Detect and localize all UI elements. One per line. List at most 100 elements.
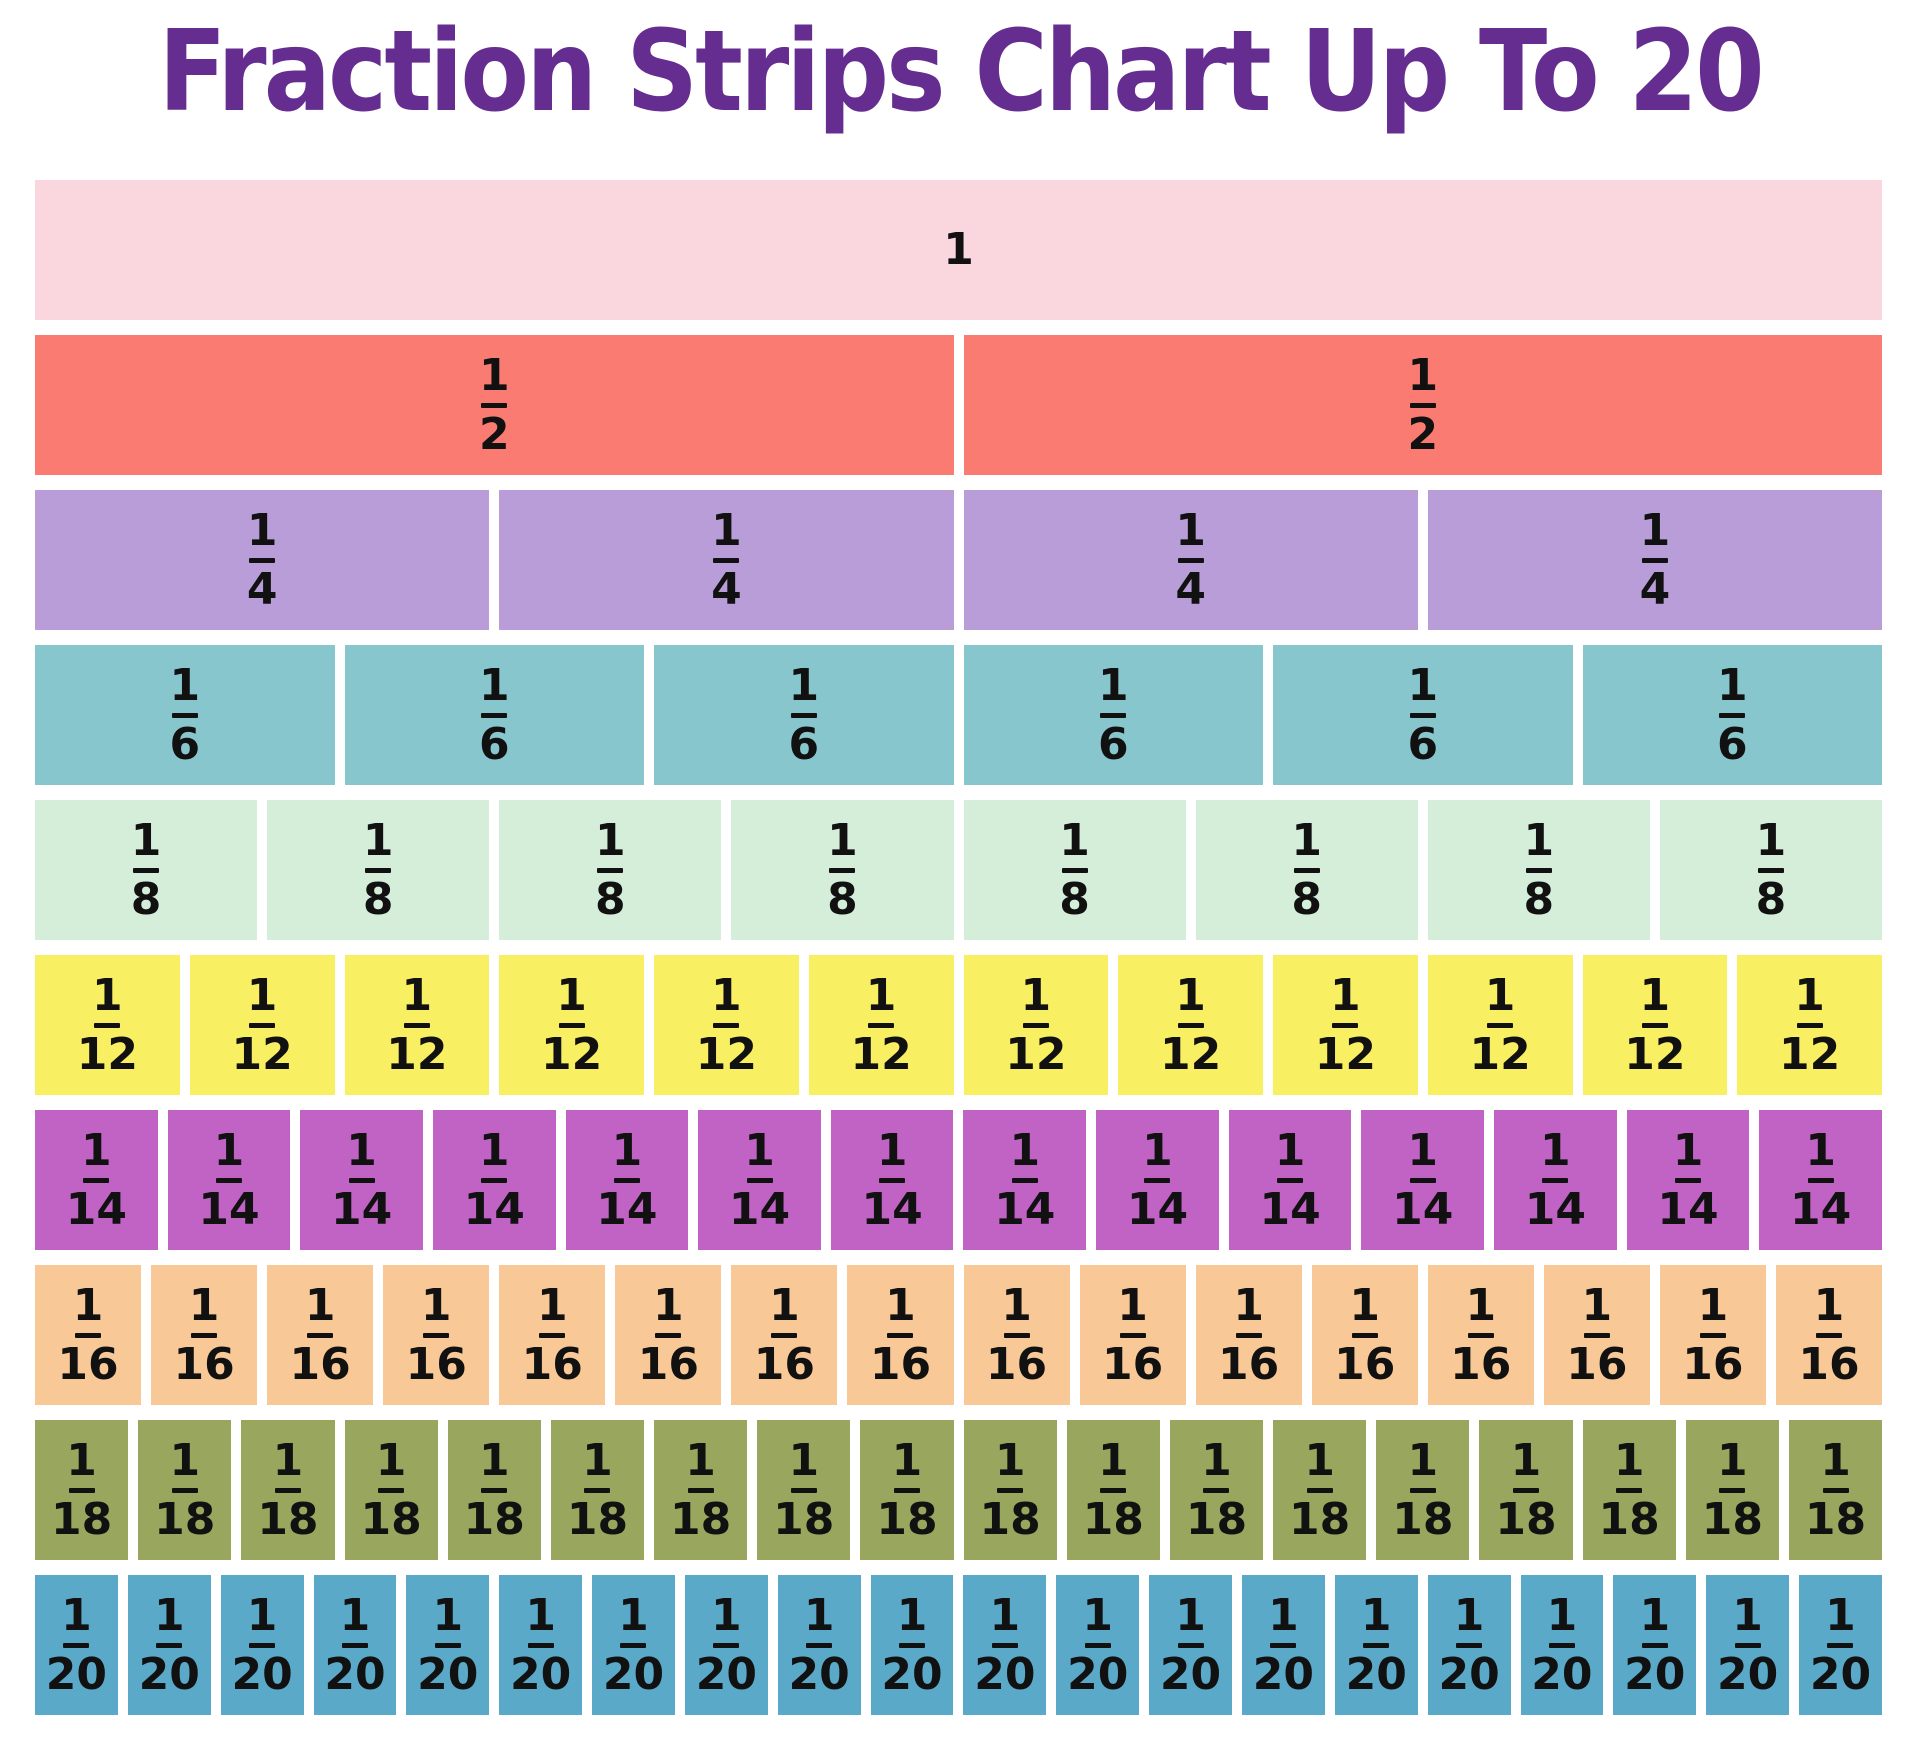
fraction-bar [171,712,198,718]
fraction-label: 1 20 [974,1589,1035,1697]
fraction-denominator: 18 [566,1493,629,1545]
strip-row-whole: 1 [35,180,1882,320]
fraction-bar [1467,1332,1494,1338]
fraction-numerator: 1 [1268,1589,1299,1641]
fraction-numerator: 1 [1291,814,1322,866]
fraction-cell-sixteenths: 1 16 [1659,1265,1766,1405]
fraction-numerator: 1 [1639,504,1671,556]
fraction-cell-fourteenths: 1 14 [1228,1110,1352,1250]
fraction-cell-twentieths: 1 20 [127,1575,211,1715]
fraction-label: 1 [943,228,974,272]
fraction-denominator: 20 [1067,1648,1129,1700]
fraction-denominator: 8 [1755,873,1787,925]
fraction-numerator: 1 [1142,1124,1173,1176]
fraction-cell-twelfths: 1 12 [189,955,335,1095]
fraction-bar [687,1487,714,1493]
fraction-denominator: 20 [138,1648,200,1700]
fraction-numerator: 1 [989,1589,1021,1641]
fraction-numerator: 1 [891,1434,923,1486]
fraction-denominator: 16 [1218,1338,1280,1390]
fraction-bar [1332,1022,1359,1028]
fraction-bar [481,1177,508,1183]
fraction-cell-twentieths: 1 20 [1427,1575,1511,1715]
fraction-label: 1 20 [1717,1593,1778,1697]
fraction-cell-fourteenths: 1 14 [1759,1110,1882,1250]
fraction-numerator: 1 [1175,1589,1206,1641]
fraction-denominator: 8 [1291,873,1322,925]
fraction-bar [806,1642,833,1648]
fraction-cell-sixteenths: 1 16 [1543,1265,1650,1405]
fraction-label: 1 20 [138,1593,200,1700]
strip-row-eighteenths: 1 18 1 18 1 18 1 18 1 18 1 18 1 18 1 18 1 18 1 18 1 18 1 18 1 18 1… [35,1420,1883,1560]
fraction-denominator: 8 [362,873,394,925]
fraction-label: 1 20 [696,1589,757,1697]
fraction-denominator: 12 [541,1028,603,1080]
fraction-cell-sixteenths: 1 16 [35,1265,142,1405]
fraction-bar [365,867,392,873]
fraction-bar [341,1642,368,1648]
fraction-label: 1 14 [1392,1128,1453,1232]
fraction-numerator: 1 [375,1434,407,1486]
fraction-bar [790,712,817,718]
fraction-bar [1177,1022,1204,1028]
fraction-denominator: 14 [198,1183,260,1235]
fraction-bar [1235,1332,1262,1338]
fraction-label: 1 18 [360,1434,422,1545]
fraction-label: 1 16 [754,1283,815,1387]
fraction-cell-eighteenths: 1 18 [1685,1420,1779,1560]
strip-row-twelfths: 1 12 1 12 1 12 1 12 1 12 1 12 1 12 1 12 1 12 1 12 1 12 1 12 [35,955,1882,1095]
fraction-denominator: 16 [57,1338,119,1390]
fraction-bar [423,1332,450,1338]
fraction-denominator: 18 [773,1493,835,1545]
fraction-cell-eighteenths: 1 18 [963,1420,1057,1560]
fraction-cell-fourteenths: 1 14 [167,1110,291,1250]
fraction-numerator: 1 [711,504,742,556]
fraction-denominator: 2 [1407,408,1439,460]
fraction-bar [1100,1487,1127,1493]
fraction-numerator: 1 [420,1279,452,1331]
fraction-numerator: 1 [1304,1434,1335,1486]
fraction-numerator: 1 [711,1589,742,1641]
fraction-denominator: 4 [246,563,278,615]
fraction-numerator: 1 [1697,1279,1729,1331]
fraction-bar [1641,1642,1668,1648]
fraction-bar [1616,1487,1643,1493]
fraction-cell-sixteenths: 1 16 [1427,1265,1534,1405]
fraction-numerator: 1 [1755,814,1787,866]
fraction-cell-fourteenths: 1 14 [963,1110,1087,1250]
fraction-label: 1 12 [696,973,757,1077]
fraction-label: 1 12 [1470,969,1531,1077]
fraction-cell-twentieths: 1 20 [870,1575,954,1715]
fraction-bar [1525,867,1552,873]
fraction-denominator: 20 [510,1648,572,1700]
fraction-numerator: 1 [685,1434,716,1486]
fraction-cell-eighteenths: 1 18 [1169,1420,1264,1560]
fraction-numerator: 1 [1484,969,1516,1021]
fraction-bar [1351,1332,1378,1338]
fraction-cell-twentieths: 1 20 [406,1575,490,1715]
fraction-cell-eighteenths: 1 18 [447,1420,541,1560]
fraction-bar [1270,1642,1297,1648]
fraction-bar [191,1332,218,1338]
fraction-denominator: 12 [76,1028,138,1080]
fraction-bar [1022,1022,1049,1028]
fraction-bar [899,1642,925,1648]
fraction-bar [1675,1177,1701,1183]
fraction-numerator: 1 [246,1589,278,1641]
fraction-bar [1757,867,1784,873]
fraction-denominator: 18 [360,1493,422,1545]
fraction-bar [83,1177,110,1183]
fraction-bar [1306,1487,1333,1493]
fraction-label: 1 12 [76,973,138,1080]
fraction-label: 1 18 [1495,1438,1556,1542]
fraction-numerator: 1 [1794,969,1825,1021]
fraction-denominator: 12 [1314,1028,1376,1080]
fraction-label: 1 20 [881,1593,942,1697]
